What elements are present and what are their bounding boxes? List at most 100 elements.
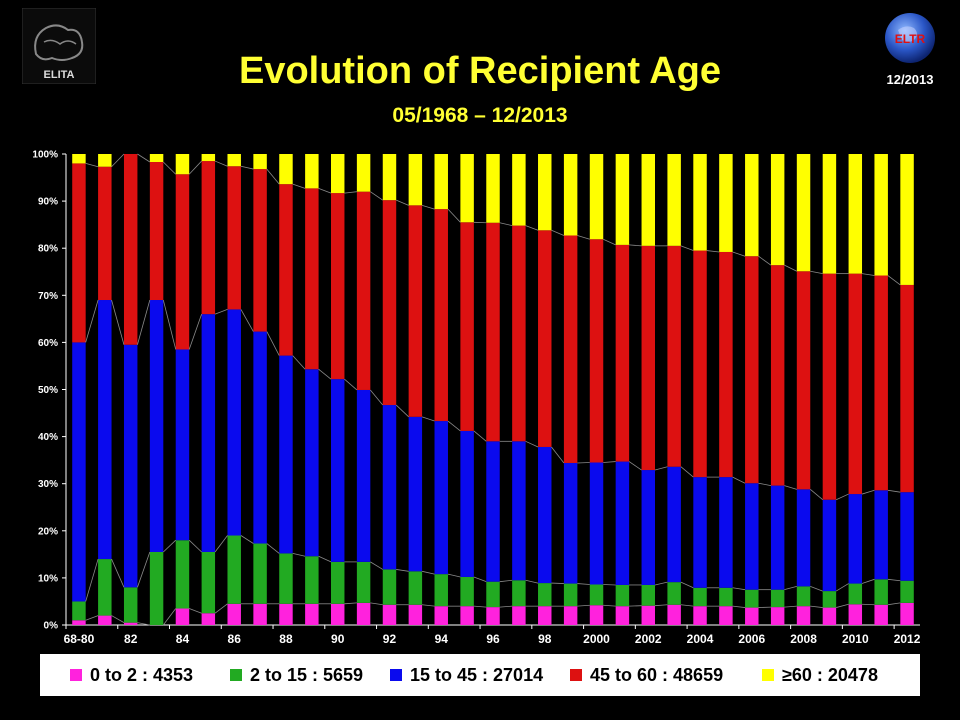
connector-line — [706, 250, 720, 253]
bar-segment-0-to-2 — [434, 606, 448, 625]
bar-segment-2-to-15 — [874, 579, 888, 605]
connector-line — [214, 160, 228, 167]
legend: 0 to 2 : 4353 2 to 15 : 5659 15 to 45 : 27… — [40, 654, 920, 696]
bar-segment-0-to-2 — [382, 604, 397, 625]
connector-line — [784, 264, 797, 272]
connector-line — [188, 539, 202, 553]
bar-segment-0-to-2 — [330, 603, 345, 625]
bar-segment-15-to-45 — [822, 499, 837, 592]
bar-segment-45-to-60 — [227, 166, 241, 310]
bar-segment-45-to-60 — [848, 273, 863, 495]
connector-line — [887, 489, 901, 493]
bar-segment-15-to-45 — [123, 344, 138, 588]
bar-segment-45-to-60 — [900, 284, 914, 493]
bar-segment-2-to-15 — [253, 543, 267, 604]
bar-segment-2-to-15 — [330, 561, 345, 604]
connector-line — [266, 168, 280, 185]
connector-line — [318, 368, 332, 380]
bar-segment-0-to-2 — [589, 605, 604, 625]
bar-segment-2-to-15 — [408, 571, 423, 605]
connector-line — [654, 604, 668, 607]
bar-segment-45-to-60 — [279, 184, 293, 356]
bar-segment-15-to-45 — [434, 421, 448, 575]
bar-segment-45-to-60 — [538, 230, 552, 447]
elti-globe-logo: ELTR — [885, 13, 935, 63]
connector-line — [732, 605, 746, 608]
bar-segment-60 — [72, 154, 86, 164]
bar-segment-60 — [98, 154, 112, 167]
bar-segment-2-to-15 — [848, 583, 863, 605]
legend-item: 15 to 45 : 27014 — [390, 665, 543, 685]
bar-segment-60 — [848, 154, 863, 274]
bar-segment-15-to-45 — [641, 470, 656, 585]
bar-segment-15-to-45 — [719, 477, 733, 588]
bar-segment-2-to-15 — [770, 589, 785, 608]
bar-segment-2-to-15 — [382, 569, 397, 605]
bar-segment-2-to-15 — [356, 561, 371, 603]
bar-segment-2-to-15 — [667, 582, 681, 605]
x-tick-label: 68-80 — [64, 632, 95, 646]
bar-segment-60 — [486, 154, 500, 223]
connector-line — [680, 581, 694, 589]
bar-segment-2-to-15 — [175, 540, 190, 609]
y-tick-label: 100% — [32, 150, 58, 161]
x-tick-label: 92 — [383, 632, 397, 646]
bar-segment-0-to-2 — [72, 620, 86, 625]
bar-segment-0-to-2 — [305, 603, 319, 625]
x-tick-label: 2006 — [738, 632, 765, 646]
bar-segment-15-to-45 — [253, 331, 267, 544]
bar-segment-60 — [822, 154, 837, 274]
connector-line — [629, 244, 642, 247]
connector-line — [473, 576, 487, 583]
bar-segment-60 — [175, 154, 190, 175]
connector-line — [861, 273, 875, 276]
connector-line — [85, 558, 99, 602]
connector-line — [835, 493, 849, 501]
bar-segment-2-to-15 — [72, 601, 86, 621]
date-stamp: 12/2013 — [886, 72, 934, 87]
bar-segment-15-to-45 — [382, 405, 397, 570]
connector-line — [525, 579, 539, 584]
connector-line — [810, 270, 823, 275]
connector-line — [784, 585, 797, 591]
connector-line — [344, 602, 357, 605]
connector-line — [111, 558, 125, 588]
connector-line — [603, 604, 616, 607]
bar-segment-0-to-2 — [408, 604, 423, 625]
bar-segment-45-to-60 — [305, 188, 319, 370]
bar-segment-15-to-45 — [770, 485, 785, 590]
connector-line — [447, 573, 461, 578]
bar-segment-15-to-45 — [201, 314, 216, 552]
legend-label: 2 to 15 : 5659 — [250, 664, 364, 685]
bar-segment-0-to-2 — [615, 606, 630, 625]
connector-line — [680, 466, 694, 478]
bar-segment-2-to-15 — [434, 574, 448, 607]
bar-segment-2-to-15 — [98, 559, 112, 616]
x-tick-label: 88 — [279, 632, 293, 646]
connector-line — [577, 235, 590, 240]
bar-segment-15-to-45 — [408, 416, 423, 572]
x-tick-label: 94 — [435, 632, 449, 646]
y-tick-label: 60% — [38, 338, 58, 349]
bar-segment-60 — [330, 154, 345, 194]
bar-segment-60 — [149, 154, 164, 163]
bar-segment-45-to-60 — [563, 235, 578, 463]
bar-segment-15-to-45 — [279, 355, 293, 554]
bar-segment-45-to-60 — [641, 245, 656, 471]
bar-segment-15-to-45 — [149, 300, 164, 552]
x-tick-label: 86 — [228, 632, 242, 646]
bar-segment-15-to-45 — [667, 466, 681, 583]
bar-segment-2-to-15 — [745, 589, 759, 608]
x-tick-label: 2004 — [687, 632, 714, 646]
connector-line — [525, 225, 539, 231]
legend-item: 0 to 2 : 4353 — [70, 665, 193, 685]
connector-line — [447, 420, 461, 432]
bar-segment-60 — [279, 154, 293, 185]
connector-line — [654, 581, 668, 586]
bar-segment-15-to-45 — [330, 379, 345, 562]
x-tick-label: 84 — [176, 632, 190, 646]
bar-segment-15-to-45 — [589, 462, 604, 585]
bar-segment-45-to-60 — [822, 273, 837, 500]
connector-line — [214, 535, 228, 553]
bar-segment-0-to-2 — [693, 606, 707, 625]
